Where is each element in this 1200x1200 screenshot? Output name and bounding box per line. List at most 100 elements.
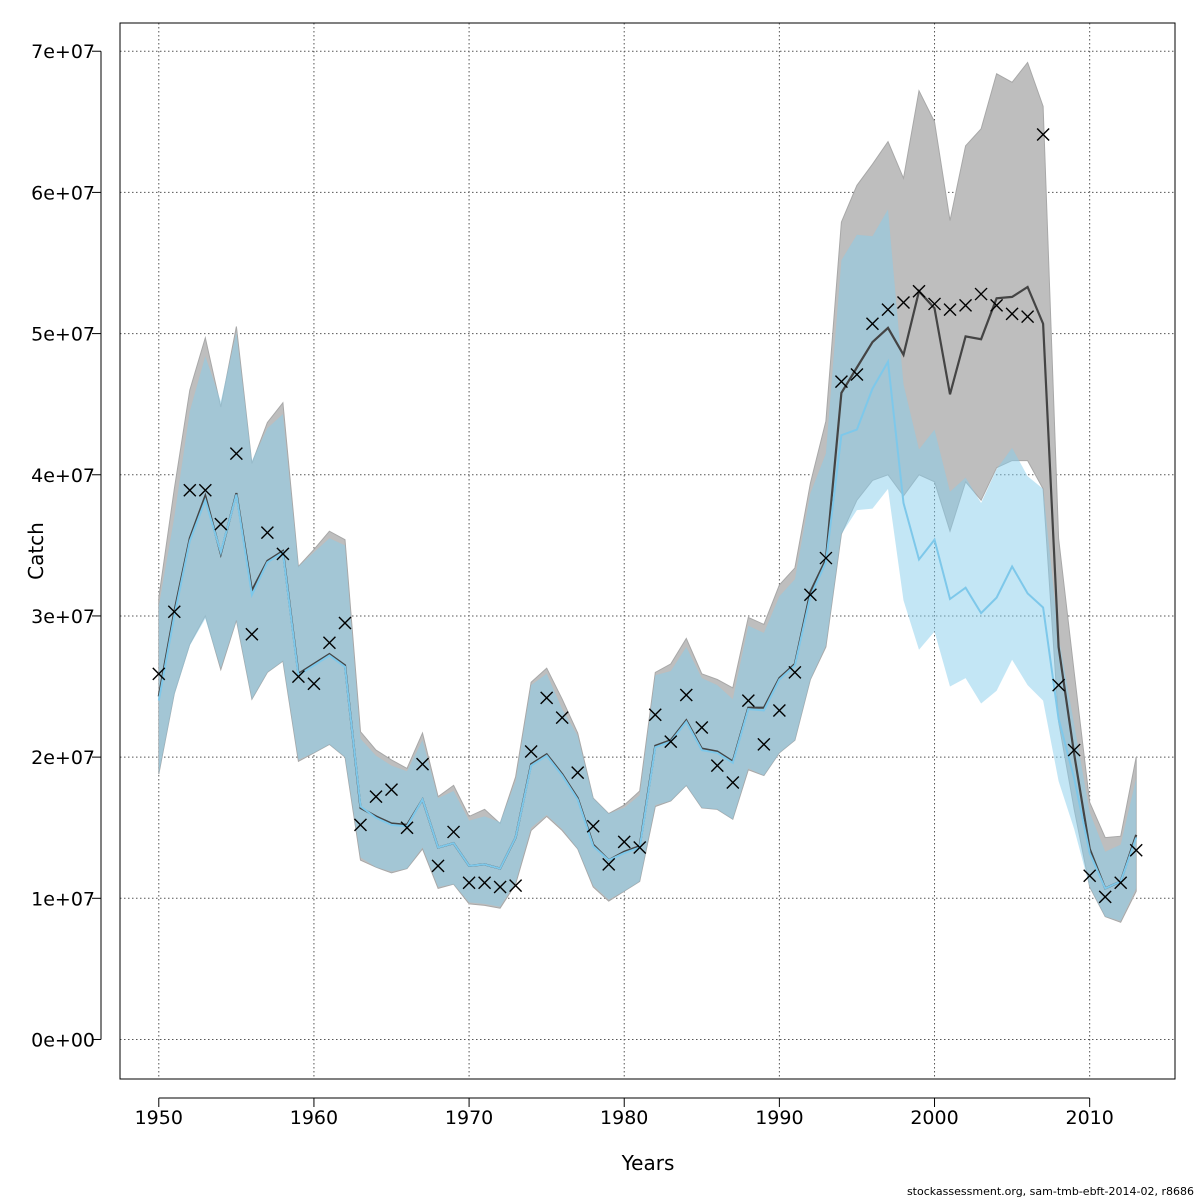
y-tick-label: 6e+07 [31,182,95,204]
cross-stroke [152,667,166,681]
cross-stroke [834,375,848,389]
axes: 1950 1960 1970 1980 1990 2000 2010 0e+00 1e+07 2e… [31,41,1114,1129]
cross-stroke [1114,876,1128,890]
cross-stroke [555,711,569,725]
y-tick-label: 3e+07 [31,606,95,628]
observed-catch-point [447,825,461,839]
plot-frame [119,22,1176,1080]
observed-catch-point [462,876,476,890]
cross-stroke [865,317,879,331]
cross-stroke [617,835,631,849]
cross-stroke [416,757,430,771]
cross-stroke [447,825,461,839]
observed-catch-point [1021,310,1035,324]
observed-catch-point [167,605,181,619]
observed-catch-point [834,375,848,389]
observed-catch-point [648,708,662,722]
cross-stroke [850,368,864,382]
cross-stroke [648,708,662,722]
cross-stroke [260,526,274,540]
cross-stroke [307,677,321,691]
cross-stroke [183,483,197,497]
y-tick-label: 4e+07 [31,465,95,487]
cross-stroke [664,735,678,749]
cross-stroke [788,665,802,679]
cross-stroke [322,636,336,650]
observed-catch-point [741,694,755,708]
observed-catch-point [602,857,616,871]
cross-stroke [896,296,910,310]
observed-catch-point [850,368,864,382]
observed-catch-point [214,517,228,531]
cross-stroke [571,766,585,780]
observed-catch-point [183,483,197,497]
cross-stroke [245,627,259,641]
observed-catch-point [664,735,678,749]
observed-catch-points [152,128,1143,904]
observed-catch-point [152,667,166,681]
cross-stroke [974,287,988,301]
cross-stroke [1052,678,1066,692]
observed-catch-point [307,677,321,691]
cross-stroke [928,297,942,311]
observed-catch-point [912,284,926,298]
x-tick-label: 1980 [600,1107,648,1129]
cross-stroke [369,790,383,804]
observed-catch-point [896,296,910,310]
observed-catch-point [400,821,414,835]
observed-catch-point [974,287,988,301]
observed-catch-point [617,835,631,849]
cross-stroke [509,879,523,893]
cross-stroke [803,588,817,602]
cross-stroke [586,819,600,833]
cross-stroke [679,688,693,702]
observed-catch-point [865,317,879,331]
cross-stroke [276,547,290,561]
cross-stroke [1005,307,1019,321]
observed-catch-point [1005,307,1019,321]
cross-stroke [757,737,771,751]
confidence-bands [158,61,1137,923]
observed-catch-point [416,757,430,771]
observed-catch-point [229,447,243,461]
cross-stroke [400,821,414,835]
x-tick-label: 1950 [135,1107,183,1129]
observed-catch-point [1036,128,1050,142]
observed-catch-point [291,670,305,684]
cross-stroke [1021,310,1035,324]
cross-stroke [198,483,212,497]
observed-catch-point [943,303,957,317]
observed-catch-point [881,303,895,317]
observed-catch-point [524,744,538,758]
x-axis-title: Years [621,1151,675,1175]
cross-stroke [881,303,895,317]
observed-catch-point [1067,743,1081,757]
run2-confidence-band [158,209,1137,921]
cross-stroke [1036,128,1050,142]
run2-estimate-line [157,358,1138,890]
observed-catch-point [385,783,399,797]
cross-stroke [385,783,399,797]
observed-catch-point [819,551,833,565]
cross-stroke [695,720,709,734]
cross-stroke [1129,843,1143,857]
observed-catch-point [369,790,383,804]
observed-catch-point [478,876,492,890]
x-tick-label: 1970 [445,1107,493,1129]
cross-stroke [338,616,352,630]
observed-catch-point [322,636,336,650]
observed-catch-point [540,691,554,705]
x-tick-label: 1960 [290,1107,338,1129]
cross-stroke [912,284,926,298]
cross-stroke [943,303,957,317]
observed-catch-point [928,297,942,311]
cross-stroke [710,759,724,773]
y-tick-label: 5e+07 [31,324,95,346]
observed-catch-point [1114,876,1128,890]
observed-catch-point [586,819,600,833]
observed-catch-point [803,588,817,602]
observed-catch-point [757,737,771,751]
observed-catch-point [493,880,507,894]
observed-catch-point [710,759,724,773]
cross-stroke [990,298,1004,312]
